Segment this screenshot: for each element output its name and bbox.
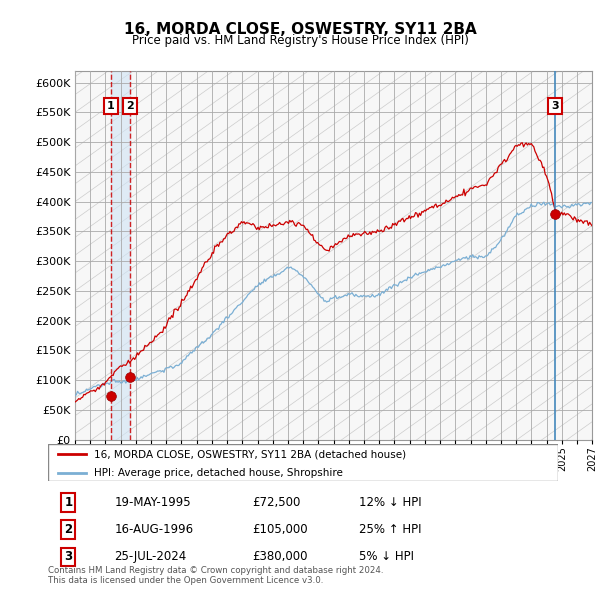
Text: 19-MAY-1995: 19-MAY-1995 — [114, 496, 191, 509]
Text: HPI: Average price, detached house, Shropshire: HPI: Average price, detached house, Shro… — [94, 468, 343, 478]
Text: £105,000: £105,000 — [252, 523, 308, 536]
Text: 1: 1 — [107, 101, 115, 111]
Text: 16, MORDA CLOSE, OSWESTRY, SY11 2BA (detached house): 16, MORDA CLOSE, OSWESTRY, SY11 2BA (det… — [94, 449, 406, 459]
Text: 25-JUL-2024: 25-JUL-2024 — [114, 550, 187, 563]
Text: 2: 2 — [64, 523, 73, 536]
Text: 3: 3 — [551, 101, 559, 111]
Text: Price paid vs. HM Land Registry's House Price Index (HPI): Price paid vs. HM Land Registry's House … — [131, 34, 469, 47]
Text: 16-AUG-1996: 16-AUG-1996 — [114, 523, 193, 536]
Text: 3: 3 — [64, 550, 73, 563]
Text: 1: 1 — [64, 496, 73, 509]
Text: 2: 2 — [126, 101, 134, 111]
Text: 12% ↓ HPI: 12% ↓ HPI — [359, 496, 422, 509]
Text: Contains HM Land Registry data © Crown copyright and database right 2024.
This d: Contains HM Land Registry data © Crown c… — [48, 566, 383, 585]
Text: 5% ↓ HPI: 5% ↓ HPI — [359, 550, 414, 563]
Text: £72,500: £72,500 — [252, 496, 301, 509]
FancyBboxPatch shape — [48, 444, 558, 481]
Text: 16, MORDA CLOSE, OSWESTRY, SY11 2BA: 16, MORDA CLOSE, OSWESTRY, SY11 2BA — [124, 22, 476, 37]
Bar — [111, 71, 130, 440]
Text: £380,000: £380,000 — [252, 550, 308, 563]
Text: 25% ↑ HPI: 25% ↑ HPI — [359, 523, 422, 536]
